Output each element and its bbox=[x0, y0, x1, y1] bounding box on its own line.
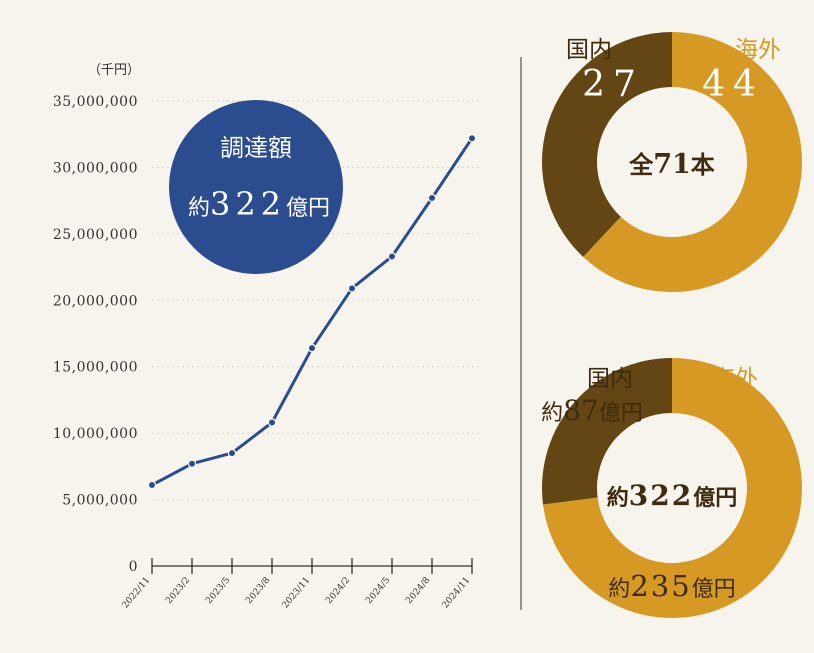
overseas-amount-text: 約235億円 bbox=[608, 569, 735, 603]
domestic-count-value: 27 bbox=[582, 64, 644, 105]
series-point bbox=[387, 252, 397, 261]
badge-value: 322 bbox=[210, 185, 286, 223]
series-point bbox=[467, 133, 477, 143]
amount-center-prefix: 約 bbox=[607, 485, 629, 511]
badge-circle bbox=[169, 100, 343, 274]
overseas-count-label: 海外 bbox=[735, 37, 781, 63]
series-point bbox=[147, 480, 157, 490]
x-tick-label: 2023/5 bbox=[204, 575, 232, 606]
x-axis bbox=[151, 558, 473, 574]
badge-title: 調達額 bbox=[220, 134, 292, 162]
x-tick-label: 2023/8 bbox=[244, 575, 272, 606]
count-donut-chart: 全71本 国内 27 海外 44 bbox=[542, 32, 803, 293]
x-tick-label: 2024/5 bbox=[364, 575, 392, 606]
overseas-amount-prefix: 約 bbox=[608, 577, 630, 602]
overseas-count-value: 44 bbox=[702, 64, 764, 105]
badge-prefix: 約 bbox=[188, 196, 210, 221]
domestic-count-slice bbox=[542, 32, 672, 257]
series-point bbox=[307, 343, 317, 353]
total-funding-badge: 調達額 約322億円 bbox=[169, 100, 343, 274]
amount-donut-center: 約322億円 bbox=[607, 479, 737, 512]
count-center-suffix: 本 bbox=[691, 151, 715, 179]
x-tick-label: 2024/8 bbox=[404, 575, 432, 606]
count-center-value: 71 bbox=[653, 149, 691, 180]
y-tick-label: 20,000,000 bbox=[53, 293, 138, 309]
y-tick-label: 0 bbox=[129, 559, 138, 575]
overseas-amount-slice bbox=[543, 358, 803, 618]
series-point bbox=[427, 193, 437, 203]
x-tick-label: 2024/2 bbox=[324, 576, 352, 607]
amount-center-suffix: 億円 bbox=[693, 485, 737, 511]
domestic-count-label: 国内 bbox=[566, 37, 612, 63]
overseas-amount-suffix: 億円 bbox=[692, 577, 736, 602]
domestic-amount-slice bbox=[542, 358, 672, 505]
x-tick-label: 2023/2 bbox=[164, 576, 192, 607]
overseas-amount-label: 海外 bbox=[712, 366, 758, 392]
x-tick-label: 2022/11 bbox=[121, 576, 153, 611]
series-point bbox=[347, 284, 357, 293]
y-tick-label: 15,000,000 bbox=[53, 360, 138, 376]
y-tick-label: 5,000,000 bbox=[62, 493, 138, 509]
domestic-amount-prefix: 約 bbox=[541, 401, 563, 426]
series-point bbox=[187, 459, 197, 468]
y-tick-label: 30,000,000 bbox=[53, 160, 138, 176]
overseas-count-slice bbox=[583, 32, 803, 293]
x-tick-label: 2023/11 bbox=[281, 576, 313, 611]
y-tick-label: 35,000,000 bbox=[53, 94, 138, 110]
x-tick-labels: 2022/11 2023/2 2023/5 2023/8 2023/11 2024/2 20… bbox=[121, 575, 473, 610]
series-point bbox=[267, 418, 277, 427]
y-tick-label: 10,000,000 bbox=[53, 426, 138, 442]
badge-amount: 約322億円 bbox=[188, 185, 330, 223]
count-center-prefix: 全 bbox=[628, 151, 654, 179]
y-unit-label: （千円） bbox=[88, 63, 140, 78]
domestic-amount-label: 国内 bbox=[587, 366, 633, 392]
y-tick-label: 25,000,000 bbox=[53, 227, 138, 243]
domestic-amount-text: 約87億円 bbox=[541, 394, 643, 427]
series-point bbox=[227, 448, 237, 458]
domestic-amount-value: 87 bbox=[563, 394, 599, 427]
amount-center-value: 322 bbox=[629, 479, 693, 512]
domestic-amount-suffix: 億円 bbox=[599, 401, 643, 426]
y-tick-labels: 0 5,000,000 10,000,000 15,000,000 20,000,000… bbox=[53, 94, 138, 575]
x-tick-label: 2024/11 bbox=[441, 576, 473, 611]
badge-suffix: 億円 bbox=[286, 196, 330, 221]
series-points bbox=[147, 133, 477, 490]
count-donut-center: 全71本 bbox=[628, 149, 715, 180]
overseas-amount-value: 235 bbox=[630, 569, 691, 603]
amount-donut-chart: 約322億円 国内 約87億円 海外 約235億円 bbox=[541, 358, 803, 618]
